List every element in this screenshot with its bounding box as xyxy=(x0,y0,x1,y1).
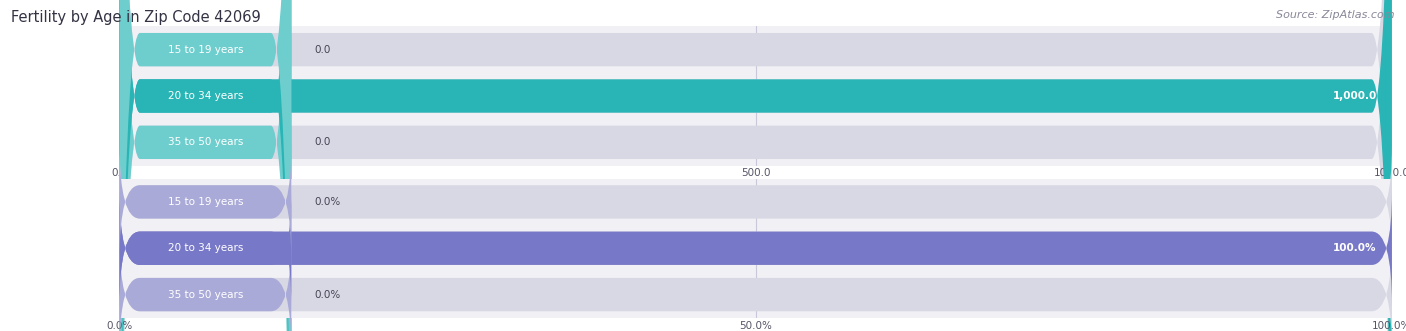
FancyBboxPatch shape xyxy=(120,144,291,260)
Text: 15 to 19 years: 15 to 19 years xyxy=(167,197,243,207)
Text: 0.0: 0.0 xyxy=(314,45,330,55)
Text: Fertility by Age in Zip Code 42069: Fertility by Age in Zip Code 42069 xyxy=(11,10,262,25)
FancyBboxPatch shape xyxy=(120,237,291,331)
FancyBboxPatch shape xyxy=(120,0,291,331)
FancyBboxPatch shape xyxy=(120,0,291,331)
FancyBboxPatch shape xyxy=(120,0,1392,331)
Text: 0.0%: 0.0% xyxy=(314,290,340,300)
FancyBboxPatch shape xyxy=(120,191,291,306)
FancyBboxPatch shape xyxy=(120,237,1392,331)
FancyBboxPatch shape xyxy=(120,191,1392,306)
FancyBboxPatch shape xyxy=(120,191,1392,306)
FancyBboxPatch shape xyxy=(120,0,291,331)
FancyBboxPatch shape xyxy=(120,0,1392,331)
FancyBboxPatch shape xyxy=(120,0,1392,331)
FancyBboxPatch shape xyxy=(120,144,1392,260)
Text: 20 to 34 years: 20 to 34 years xyxy=(167,243,243,253)
Text: Source: ZipAtlas.com: Source: ZipAtlas.com xyxy=(1277,10,1395,20)
Text: 35 to 50 years: 35 to 50 years xyxy=(167,137,243,147)
Text: 1,000.0: 1,000.0 xyxy=(1333,91,1376,101)
FancyBboxPatch shape xyxy=(120,0,1392,331)
Text: 15 to 19 years: 15 to 19 years xyxy=(167,45,243,55)
Text: 100.0%: 100.0% xyxy=(1333,243,1376,253)
Text: 35 to 50 years: 35 to 50 years xyxy=(167,290,243,300)
Text: 20 to 34 years: 20 to 34 years xyxy=(167,91,243,101)
Text: 0.0%: 0.0% xyxy=(314,197,340,207)
Text: 0.0: 0.0 xyxy=(314,137,330,147)
